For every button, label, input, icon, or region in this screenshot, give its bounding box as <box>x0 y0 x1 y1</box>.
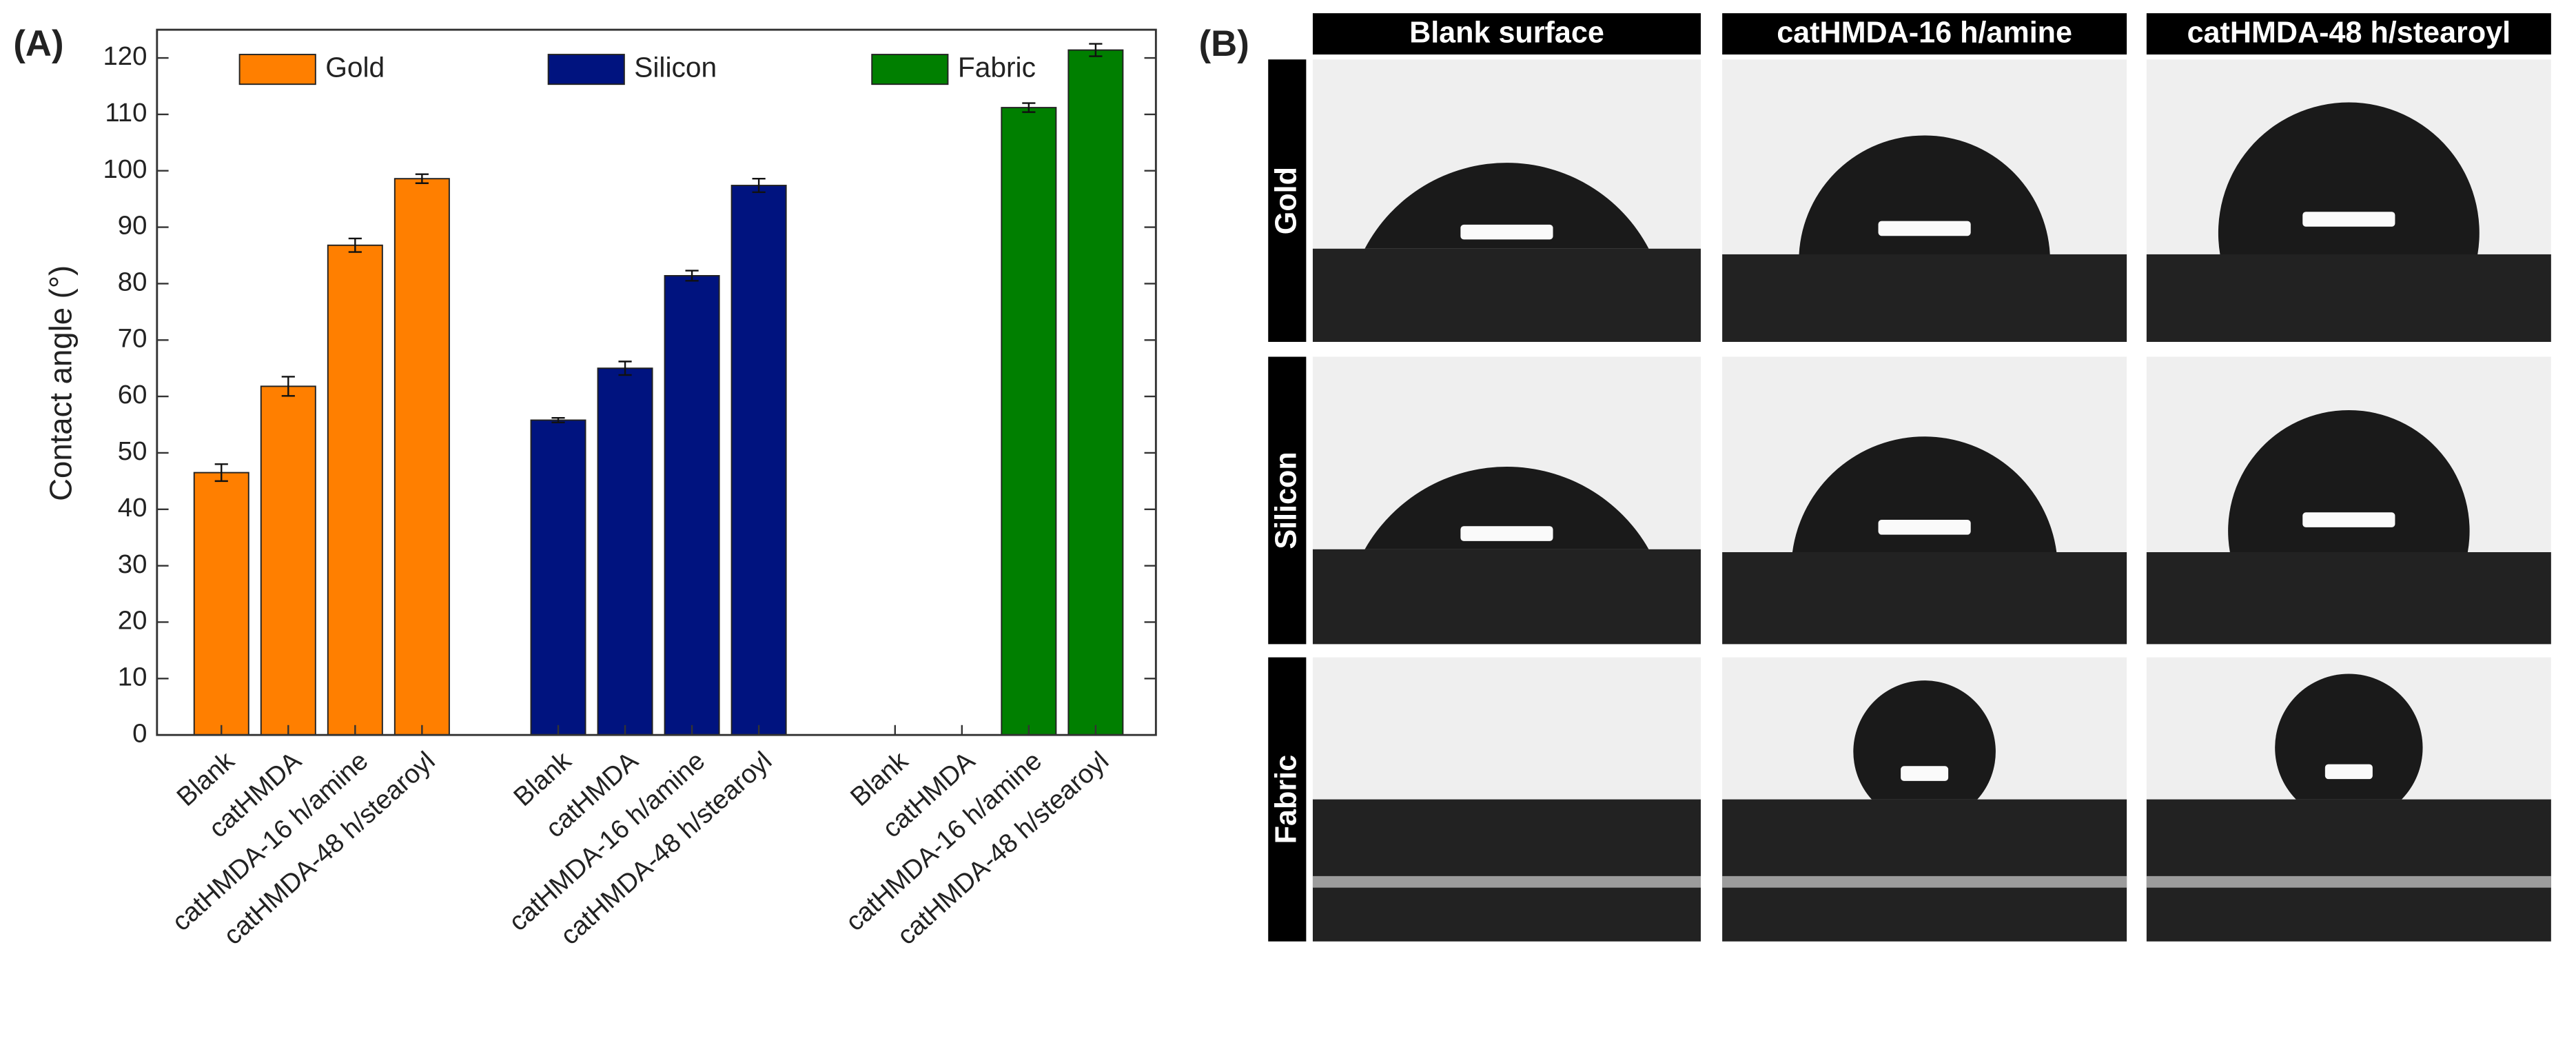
panel-label: (A) <box>13 23 63 64</box>
droplet-glare <box>2302 212 2395 227</box>
photo <box>2146 657 2551 942</box>
column-header-bg <box>1312 13 1701 55</box>
bar <box>530 419 586 736</box>
substrate <box>1312 549 1701 645</box>
error-bar <box>618 361 632 376</box>
photo <box>1722 59 2127 342</box>
column-header-bg <box>2146 13 2551 55</box>
column-header: Blank surface <box>1409 17 1604 50</box>
fabric-streak <box>1722 875 2127 888</box>
substrate <box>1312 799 1701 942</box>
error-bar <box>752 177 766 194</box>
y-axis-title: Contact angle (°) <box>43 265 78 501</box>
panel-label: (B) <box>1199 23 1249 64</box>
droplet-glare <box>1878 520 1971 535</box>
bar <box>730 185 787 736</box>
droplet-glare <box>2302 512 2395 527</box>
droplet <box>1364 163 1649 249</box>
legend-label: Fabric <box>958 51 1036 83</box>
row-header-bg <box>1268 657 1307 942</box>
row-header: Fabric <box>1269 755 1302 844</box>
fabric-streak <box>2146 875 2551 888</box>
droplet <box>1853 680 1996 800</box>
error-bar <box>415 173 429 184</box>
legend-swatch <box>871 54 949 85</box>
photo <box>1312 356 1701 645</box>
y-tick-label: 50 <box>118 436 147 466</box>
legend-swatch <box>547 54 625 85</box>
column-header: catHMDA-48 h/stearoyl <box>2187 17 2511 50</box>
error-bar <box>281 376 295 397</box>
column-header-bg <box>1722 13 2127 55</box>
substrate <box>1722 799 2127 942</box>
error-bar <box>685 270 699 282</box>
y-tick-label: 80 <box>118 267 147 297</box>
y-tick-label: 0 <box>132 718 147 748</box>
bar <box>664 275 720 736</box>
photo <box>2146 59 2551 342</box>
y-tick-label: 60 <box>118 380 147 409</box>
y-tick-label: 100 <box>103 154 147 184</box>
error-bar <box>1022 102 1036 113</box>
y-tick-label: 90 <box>118 211 147 241</box>
y-tick-label: 110 <box>105 98 147 128</box>
photo <box>1722 356 2127 645</box>
bar <box>1067 49 1124 736</box>
substrate <box>2146 254 2551 342</box>
substrate <box>2146 799 2551 942</box>
substrate <box>1722 254 2127 342</box>
droplet <box>1799 135 2050 254</box>
photo <box>1722 657 2127 942</box>
y-tick-label: 120 <box>103 41 147 71</box>
row-header-bg <box>1268 59 1307 342</box>
bar <box>1001 107 1057 736</box>
legend-label: Gold <box>325 51 385 83</box>
droplet-glare <box>1460 526 1553 541</box>
substrate <box>1312 248 1701 342</box>
row-header: Silicon <box>1269 452 1302 549</box>
bar <box>193 472 249 736</box>
photo <box>1312 657 1701 942</box>
y-tick-label: 30 <box>118 549 147 579</box>
error-bar <box>214 463 228 483</box>
error-bar <box>551 417 565 423</box>
droplet <box>1364 467 1649 549</box>
droplet <box>1792 436 2057 552</box>
row-header-bg <box>1268 356 1307 645</box>
photo <box>2146 356 2551 645</box>
legend-swatch <box>238 54 316 85</box>
bar <box>393 178 450 736</box>
droplet-glare <box>1460 224 1553 240</box>
row-header: Gold <box>1269 167 1302 234</box>
fabric-streak <box>1312 875 1701 888</box>
error-bar <box>348 237 362 253</box>
droplet <box>2275 674 2423 800</box>
droplet <box>2218 102 2480 254</box>
column-header: catHMDA-16 h/amine <box>1777 17 2072 50</box>
plot-frame <box>156 28 1157 736</box>
substrate <box>1722 551 2127 645</box>
y-tick-label: 70 <box>118 323 147 353</box>
droplet-glare <box>1878 221 1971 236</box>
bar <box>260 385 316 736</box>
y-tick-label: 10 <box>118 662 147 691</box>
droplet <box>2228 409 2470 552</box>
legend-label: Silicon <box>634 51 717 83</box>
droplet-glare <box>2324 764 2373 780</box>
photo <box>1312 59 1701 342</box>
bar <box>327 244 383 736</box>
droplet-glare <box>1901 766 1949 781</box>
error-bar <box>1089 43 1103 57</box>
substrate <box>2146 551 2551 645</box>
bar <box>597 367 653 736</box>
y-tick-label: 20 <box>118 606 147 636</box>
y-tick-label: 40 <box>118 493 147 523</box>
